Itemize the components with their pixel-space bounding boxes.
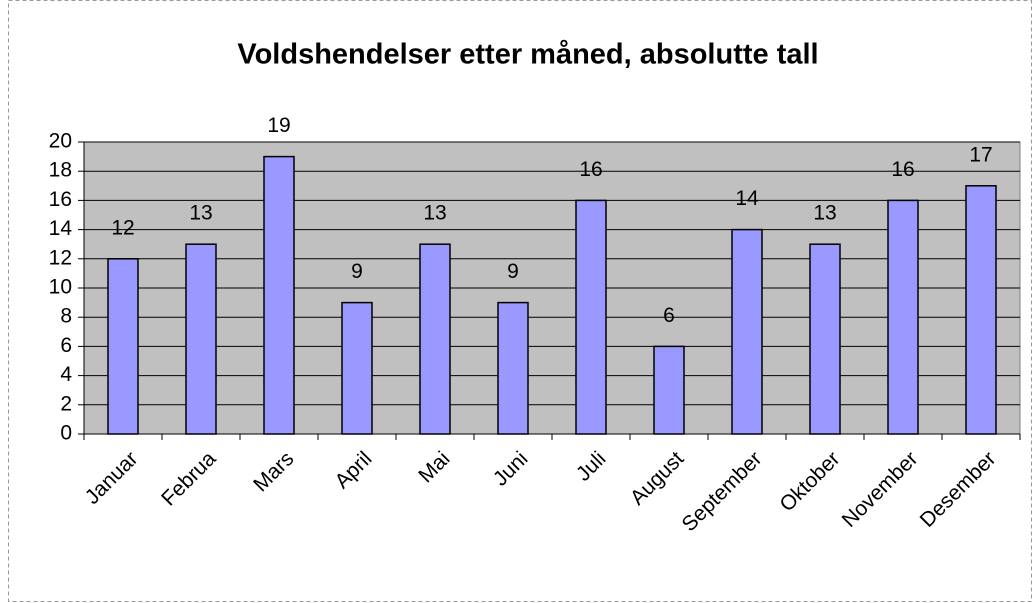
bar: [965, 185, 997, 435]
y-tick-label: 4: [60, 363, 72, 386]
bar: [341, 301, 373, 435]
data-label: 13: [813, 202, 836, 225]
data-label: 16: [579, 158, 602, 181]
bar: [809, 243, 841, 435]
data-label: 19: [267, 114, 290, 137]
data-label: 9: [507, 260, 519, 283]
bar: [731, 228, 763, 435]
y-tick-label: 18: [49, 159, 72, 182]
bar: [107, 258, 139, 435]
y-tick-label: 20: [49, 130, 72, 153]
y-tick-label: 16: [49, 188, 72, 211]
y-tick-label: 12: [49, 246, 72, 269]
y-tick-label: 6: [60, 334, 72, 357]
bar: [185, 243, 217, 435]
data-label: 13: [189, 202, 212, 225]
bar: [419, 243, 451, 435]
bar: [497, 301, 529, 435]
bar: [887, 199, 919, 435]
data-label: 17: [969, 143, 992, 166]
y-tick-label: 10: [49, 276, 72, 299]
data-label: 14: [735, 187, 759, 210]
y-tick-label: 2: [60, 392, 72, 415]
data-label: 13: [423, 202, 446, 225]
chart-title: Voldshendelser etter måned, absolutte ta…: [237, 39, 818, 71]
data-label: 6: [663, 304, 675, 327]
bar: [653, 345, 685, 435]
bar: [263, 155, 295, 435]
y-tick-label: 0: [60, 422, 72, 445]
y-tick-label: 8: [60, 305, 72, 328]
bar: [575, 199, 607, 435]
data-label: 9: [351, 260, 363, 283]
y-tick-label: 14: [49, 217, 73, 240]
data-label: 12: [111, 216, 134, 239]
data-label: 16: [891, 158, 914, 181]
